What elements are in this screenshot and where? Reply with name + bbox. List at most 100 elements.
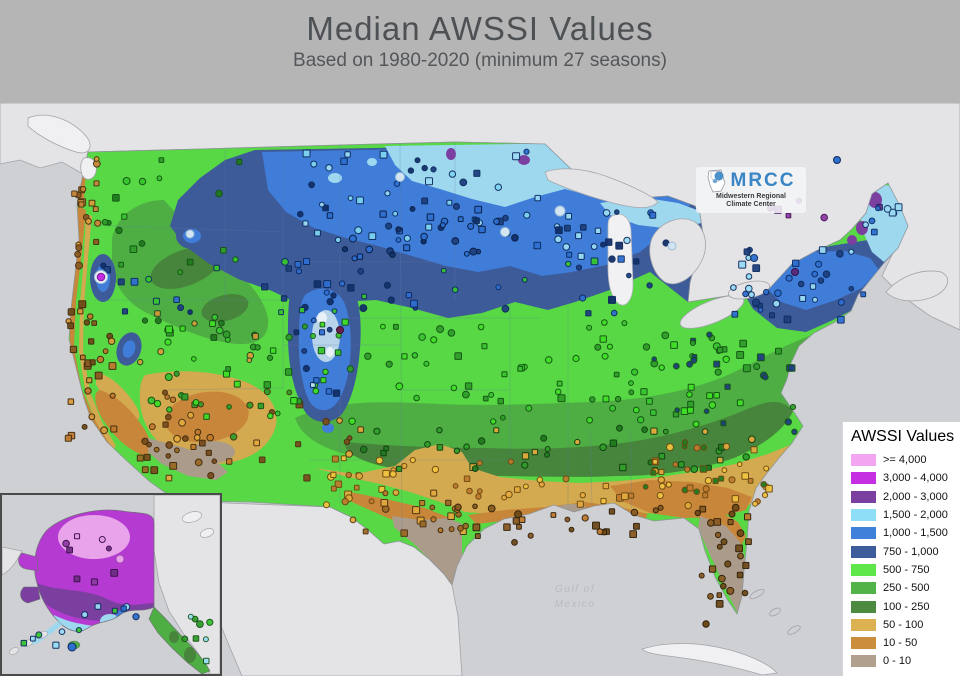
legend-item: >= 4,000 <box>851 451 960 469</box>
station-dot <box>533 241 542 250</box>
station-dot <box>66 546 73 554</box>
station-dot <box>554 235 563 244</box>
station-dot <box>523 211 531 219</box>
station-dot <box>400 529 408 537</box>
station-dot <box>75 261 83 270</box>
station-dot <box>323 280 332 289</box>
station-dot <box>436 444 444 451</box>
station-dot <box>511 539 518 546</box>
station-dot <box>574 438 581 446</box>
station-dot <box>210 334 218 341</box>
station-dot-special <box>702 620 710 628</box>
station-dot <box>750 446 758 454</box>
station-dot <box>451 286 459 294</box>
station-dot <box>379 210 387 218</box>
station-dot <box>756 353 765 362</box>
station-dot <box>263 381 272 389</box>
station-dot <box>687 383 695 391</box>
station-dot <box>713 392 720 399</box>
station-dot <box>633 258 640 265</box>
mrcc-name-line2: Climate Center <box>726 201 776 209</box>
station-dot <box>89 359 96 366</box>
station-dot <box>169 396 177 403</box>
station-dot <box>736 571 744 579</box>
station-dot <box>418 333 426 341</box>
station-dot <box>726 586 735 595</box>
station-dot <box>602 482 610 490</box>
station-dot <box>181 393 189 401</box>
station-dot <box>330 471 337 478</box>
station-dot <box>694 509 701 517</box>
station-dot <box>436 427 443 434</box>
station-dot <box>608 255 616 263</box>
station-dot <box>297 210 304 218</box>
legend-swatch <box>851 563 876 576</box>
station-dot <box>222 370 230 378</box>
station-dot <box>599 443 607 452</box>
station-dot <box>80 354 86 361</box>
station-dot <box>713 360 721 368</box>
station-dot <box>662 428 669 435</box>
station-dot <box>516 523 522 530</box>
station-dot <box>736 461 743 468</box>
station-dot <box>836 250 844 258</box>
station-dot <box>323 501 330 509</box>
station-dot <box>379 150 388 159</box>
station-dot <box>403 244 411 252</box>
alaska-map-canvas <box>1 494 221 675</box>
station-dot <box>521 276 528 283</box>
station-dot <box>657 476 665 484</box>
station-dot <box>203 657 210 665</box>
station-dot <box>319 201 325 208</box>
station-dot <box>633 522 640 530</box>
station-dot <box>215 326 224 335</box>
station-dot <box>331 455 339 463</box>
station-dot <box>534 194 541 202</box>
station-dot <box>481 343 488 350</box>
station-dot <box>440 267 447 274</box>
station-dot <box>67 398 75 405</box>
station-dot <box>544 356 553 364</box>
station-dot <box>575 232 582 240</box>
mrcc-logo-map-icon <box>707 169 725 193</box>
station-dot <box>173 370 180 377</box>
station-dot <box>85 217 92 225</box>
station-dot <box>146 441 152 448</box>
station-dot <box>312 387 320 395</box>
legend-item-label: 1,500 - 2,000 <box>883 509 948 522</box>
station-dot <box>452 202 460 211</box>
station-dot <box>464 382 473 390</box>
station-dot <box>493 218 500 225</box>
station-dot <box>689 340 696 346</box>
legend-item: 3,000 - 4,000 <box>851 469 960 487</box>
station-dot <box>246 401 254 409</box>
station-dot <box>699 505 707 513</box>
station-dot <box>706 392 714 400</box>
station-dot <box>500 414 506 421</box>
station-dot <box>686 391 693 398</box>
station-dot <box>495 284 502 291</box>
station-dot <box>702 485 710 493</box>
station-dot <box>192 635 200 642</box>
station-dot <box>118 261 125 268</box>
station-dot <box>357 426 364 433</box>
station-dot <box>383 281 391 289</box>
station-dot <box>310 382 316 388</box>
station-dot <box>236 158 243 165</box>
station-dot <box>158 157 165 163</box>
station-dot <box>721 467 728 474</box>
station-dot <box>600 241 606 248</box>
station-dot <box>313 280 322 288</box>
station-dot <box>207 472 215 480</box>
station-dot <box>651 356 658 362</box>
station-dot <box>395 382 404 391</box>
station-dot <box>90 578 99 586</box>
legend-item-label: 50 - 100 <box>883 618 924 631</box>
station-dot <box>165 474 173 482</box>
page-title: Median AWSSI Values <box>306 10 654 47</box>
station-dot <box>325 164 333 172</box>
station-dot <box>410 299 418 308</box>
legend-item-label: 100 - 250 <box>883 600 930 613</box>
station-dot <box>83 319 91 326</box>
station-dot <box>102 348 109 355</box>
